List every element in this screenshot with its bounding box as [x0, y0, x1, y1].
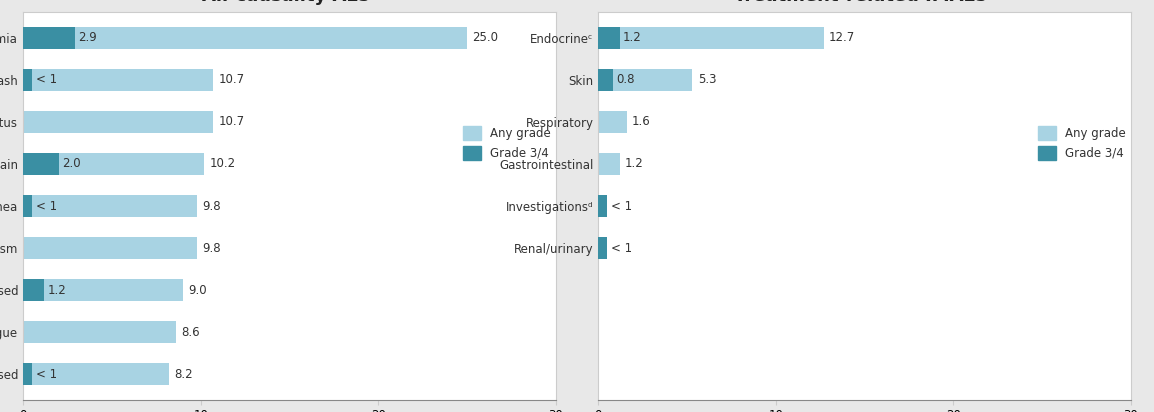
Bar: [23, 111, 213, 133]
Text: < 1: < 1: [36, 368, 57, 381]
Bar: [23, 279, 182, 301]
Legend: Any grade, Grade 3/4: Any grade, Grade 3/4: [458, 121, 556, 165]
Text: 0.8: 0.8: [616, 73, 635, 86]
Bar: [598, 237, 607, 259]
Text: 9.8: 9.8: [202, 241, 222, 255]
Text: 9.0: 9.0: [188, 284, 207, 297]
Bar: [598, 237, 607, 259]
Bar: [23, 153, 204, 175]
Text: 9.8: 9.8: [202, 199, 222, 213]
Text: 2.9: 2.9: [78, 31, 97, 44]
Text: 25.0: 25.0: [472, 31, 499, 44]
Bar: [23, 69, 32, 91]
Legend: Any grade, Grade 3/4: Any grade, Grade 3/4: [1034, 121, 1131, 165]
Bar: [23, 363, 32, 385]
Bar: [23, 279, 44, 301]
Text: 8.6: 8.6: [181, 326, 200, 339]
Bar: [598, 195, 607, 217]
Bar: [598, 27, 824, 49]
Text: 1.2: 1.2: [48, 284, 67, 297]
Bar: [598, 69, 613, 91]
Bar: [23, 195, 197, 217]
Text: 1.6: 1.6: [632, 115, 651, 128]
Text: 1.2: 1.2: [625, 157, 644, 171]
Text: 10.2: 10.2: [210, 157, 235, 171]
Bar: [598, 111, 627, 133]
Title: All-causality AEsᵃ: All-causality AEsᵃ: [202, 0, 377, 5]
Bar: [598, 153, 620, 175]
Bar: [23, 69, 213, 91]
Text: 8.2: 8.2: [174, 368, 193, 381]
Text: 1.2: 1.2: [623, 31, 642, 44]
Text: < 1: < 1: [610, 241, 632, 255]
Bar: [23, 321, 175, 343]
Text: 10.7: 10.7: [218, 115, 245, 128]
Title: Treatment-related IMAEsᵇ: Treatment-related IMAEsᵇ: [734, 0, 995, 5]
Bar: [23, 27, 467, 49]
Bar: [23, 27, 75, 49]
Text: 12.7: 12.7: [829, 31, 855, 44]
Text: < 1: < 1: [36, 73, 57, 86]
Bar: [23, 237, 197, 259]
Text: < 1: < 1: [36, 199, 57, 213]
Bar: [598, 195, 607, 217]
Bar: [23, 363, 168, 385]
Bar: [23, 153, 59, 175]
Text: < 1: < 1: [610, 199, 632, 213]
Bar: [598, 69, 692, 91]
Text: 10.7: 10.7: [218, 73, 245, 86]
Bar: [23, 195, 32, 217]
Bar: [598, 27, 620, 49]
Text: 2.0: 2.0: [62, 157, 81, 171]
Text: 5.3: 5.3: [698, 73, 717, 86]
